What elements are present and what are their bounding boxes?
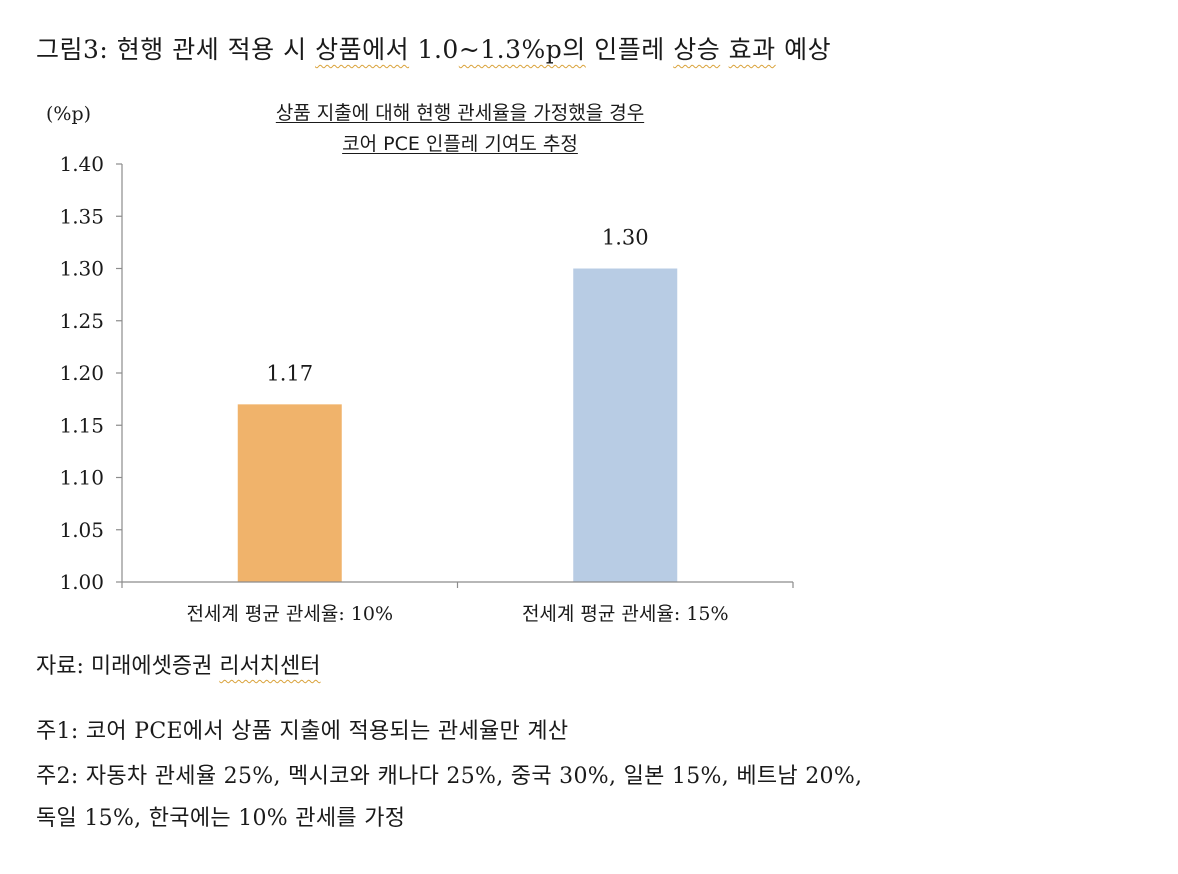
chart-title-line-1: 상품 지출에 대해 현행 관세율을 가정했을 경우 (275, 102, 645, 124)
y-tick-label: 1.05 (59, 518, 104, 542)
heading-prefix: 그림3: 현행 관세 적용 시 (36, 35, 316, 64)
chart-title-line-2: 코어 PCE 인플레 기여도 추정 (342, 133, 578, 155)
bar-chart: (%p) 1.00 1.05 1.10 1.15 1.20 1.25 1.30 1.35 1.4… (46, 103, 794, 625)
y-tick-label: 1.40 (59, 152, 104, 176)
source-mark: 리서치센터 (219, 654, 321, 679)
bar-value-label: 1.30 (602, 226, 649, 250)
source-note: 자료: 미래에셋증권 리서치센터 (36, 648, 321, 680)
y-tick-label: 1.30 (59, 257, 104, 281)
heading-mark-3: 상승 (673, 35, 721, 64)
footnote-2-continued: 독일 15%, 한국에는 10% 관세를 가정 (36, 806, 406, 831)
heading-mark-1: 상품에서 (315, 35, 410, 64)
y-tick-label: 1.25 (59, 309, 104, 333)
y-axis-unit-label: (%p) (46, 103, 91, 125)
bar-value-label: 1.17 (266, 361, 313, 385)
footnote-2: 주2: 자동차 관세율 25%, 멕시코와 캐나다 25%, 중국 30%, 일… (36, 764, 863, 789)
bar (573, 268, 678, 582)
y-tick-label: 1.20 (59, 361, 104, 385)
figure-heading: 그림3: 현행 관세 적용 시 상품에서 1.0~1.3%p의 인플레 상승 효… (36, 30, 831, 66)
y-tick-label: 1.15 (59, 413, 104, 437)
heading-gap (720, 35, 728, 64)
heading-middle-2: 인플레 (585, 35, 674, 64)
y-tick-label: 1.10 (59, 466, 104, 490)
source-prefix: 자료: 미래에셋증권 (36, 654, 220, 679)
heading-mark-4: 효과 (728, 35, 776, 64)
footnote-1: 주1: 코어 PCE에서 상품 지출에 적용되는 관세율만 계산 (36, 719, 569, 744)
bar (237, 404, 342, 582)
heading-middle: 1.0 (409, 35, 459, 64)
y-tick-label: 1.35 (59, 204, 104, 228)
heading-mark-2: ~1.3%p의 (458, 35, 586, 64)
x-category-label: 전세계 평균 관세율: 10% (186, 603, 393, 625)
chart-title: 상품 지출에 대해 현행 관세율을 가정했을 경우 코어 PCE 인플레 기여도… (210, 98, 710, 160)
y-tick-label: 1.00 (59, 570, 104, 594)
heading-suffix: 예상 (775, 35, 832, 64)
x-category-label: 전세계 평균 관세율: 15% (522, 603, 729, 625)
